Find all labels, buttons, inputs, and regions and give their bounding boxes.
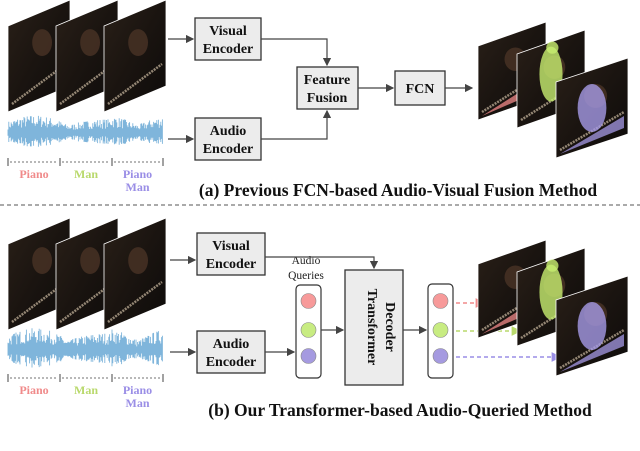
query-token [300, 293, 317, 309]
audio-encoder-box-b: Audio Encoder [196, 330, 266, 374]
fcn-box: FCN [394, 70, 446, 106]
visual-encoder-label: Visual [212, 239, 250, 254]
segment-label: Piano [123, 167, 152, 181]
arrows-a [168, 34, 474, 144]
video-frame [555, 275, 629, 377]
query-token [432, 322, 449, 338]
feature-fusion-box: Feature Fusion [296, 66, 359, 110]
video-frame [55, 217, 119, 331]
feature-fusion-label: Fusion [307, 91, 348, 106]
segment-label: Piano [19, 167, 48, 181]
visual-encoder-label: Encoder [206, 257, 257, 272]
segment-label: Man [126, 396, 150, 410]
video-frame [103, 217, 167, 331]
video-frame [55, 0, 119, 113]
caption-a: (a) Previous FCN-based Audio-Visual Fusi… [199, 180, 597, 200]
caption-b: (b) Our Transformer-based Audio-Queried … [208, 400, 592, 420]
transformer-decoder-label: Transformer [364, 289, 379, 366]
output-masks-a [477, 21, 629, 159]
audio-queries-stack [295, 284, 322, 379]
transformer-decoder-label: Decoder [382, 302, 397, 352]
audio-queries-label: Queries [288, 270, 324, 282]
audio-encoder-label: Audio [213, 337, 250, 352]
segment-label: Man [74, 167, 98, 181]
visual-encoder-box-b: Visual Encoder [196, 232, 266, 276]
audio-encoder-label: Encoder [203, 142, 254, 157]
audio-encoder-label: Encoder [206, 355, 257, 370]
fcn-label: FCN [406, 82, 435, 97]
video-frame [7, 217, 71, 331]
input-video-frames-b [7, 217, 167, 331]
mask-piano-man [560, 84, 624, 154]
query-token [432, 293, 449, 309]
waveform-b [7, 328, 163, 368]
output-queries-stack [427, 283, 454, 379]
segment-label: Piano [19, 383, 48, 397]
visual-encoder-label: Visual [209, 24, 247, 39]
segment-label: Man [74, 383, 98, 397]
waveform-a [7, 115, 163, 147]
audio-encoder-label: Audio [210, 124, 247, 139]
query-token [300, 348, 317, 364]
visual-encoder-label: Encoder [203, 42, 254, 57]
video-frame [555, 57, 629, 159]
query-token [432, 348, 449, 364]
audio-queries-label: Audio [292, 255, 321, 267]
transformer-decoder-box: Transformer Decoder [344, 269, 404, 386]
output-masks-b [477, 239, 629, 377]
input-video-frames-a [7, 0, 167, 113]
query-token [300, 322, 317, 338]
audio-encoder-box-a: Audio Encoder [194, 117, 262, 161]
feature-fusion-label: Feature [304, 73, 350, 88]
segment-label: Man [126, 180, 150, 194]
video-frame [103, 0, 167, 113]
mask-piano-man [560, 302, 624, 372]
visual-encoder-box-a: Visual Encoder [194, 17, 262, 61]
segment-label: Piano [123, 383, 152, 397]
